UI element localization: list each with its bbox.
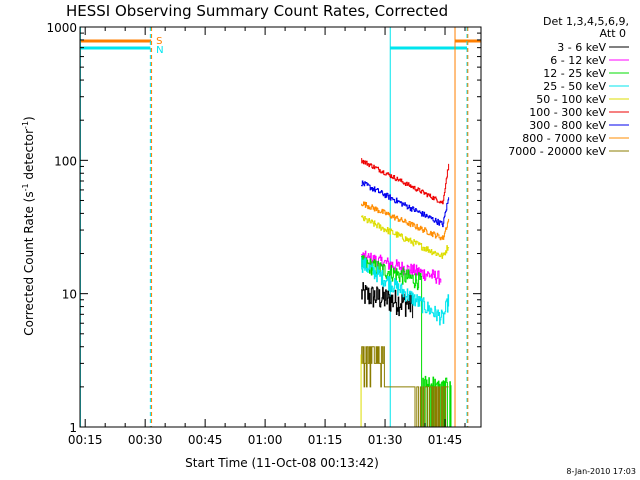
night-flag-label: N (156, 45, 163, 56)
x-axis-label: Start Time (11-Oct-08 00:13:42) (185, 456, 379, 470)
y-axis-label-sup1: -1 (21, 183, 30, 191)
series-line-8 (361, 346, 449, 428)
y-axis-label-sup2: -1 (21, 121, 30, 129)
x-tick-label: 00:30 (128, 433, 163, 447)
legend-entry-label: 300 - 800 keV (529, 119, 606, 132)
chart-title: HESSI Observing Summary Count Rates, Cor… (66, 2, 448, 20)
legend-entry-label: 12 - 25 keV (543, 67, 606, 80)
plot-area: SN (79, 27, 481, 428)
x-tick-label: 00:45 (188, 433, 223, 447)
series-line-7 (361, 201, 450, 241)
legend-entry-label: 25 - 50 keV (543, 80, 606, 93)
x-tick-label: 01:00 (248, 433, 283, 447)
y-axis-label-mid: detector (22, 129, 36, 184)
y-tick-label: 1000 (46, 21, 77, 35)
y-axis-label-main: Corrected Count Rate (s (22, 191, 36, 335)
legend-entry-label: 6 - 12 keV (550, 54, 606, 67)
legend-header-line1: Det 1,3,4,5,6,9, (543, 15, 629, 28)
legend-entry-label: 800 - 7000 keV (522, 132, 606, 145)
plot-frame (79, 26, 482, 428)
legend-entry-label: 100 - 300 keV (529, 106, 606, 119)
y-axis: 1 10 100 1000 (46, 21, 481, 435)
legend-entry-label: 3 - 6 keV (557, 41, 606, 54)
x-axis: 00:15 00:30 00:45 01:00 01:15 01:30 01:45 (68, 27, 466, 447)
saa-flag-label: S (156, 36, 162, 47)
series-line-6 (361, 180, 450, 228)
x-tick-label: 01:30 (368, 433, 403, 447)
series-line-1 (361, 250, 442, 285)
y-tick-label: 1 (69, 421, 77, 435)
y-tick-label: 10 (62, 288, 77, 302)
legend-entry-label: 50 - 100 keV (536, 93, 606, 106)
legend-entry-label: 7000 - 20000 keV (508, 145, 606, 158)
x-tick-label: 01:45 (428, 433, 463, 447)
series-line-4 (361, 215, 450, 259)
y-axis-label-end: ) (22, 116, 36, 121)
y-axis-label: Corrected Count Rate (s-1 detector-1) (21, 116, 36, 335)
y-tick-label: 100 (54, 154, 77, 168)
x-tick-label: 00:15 (68, 433, 103, 447)
series-line-5 (361, 158, 450, 205)
legend-header-line2: Att 0 (600, 27, 626, 40)
x-tick-label: 01:15 (308, 433, 343, 447)
generation-timestamp: 8-Jan-2010 17:03 (566, 467, 636, 476)
series-line-3 (361, 257, 450, 326)
series-line-0 (361, 282, 414, 319)
